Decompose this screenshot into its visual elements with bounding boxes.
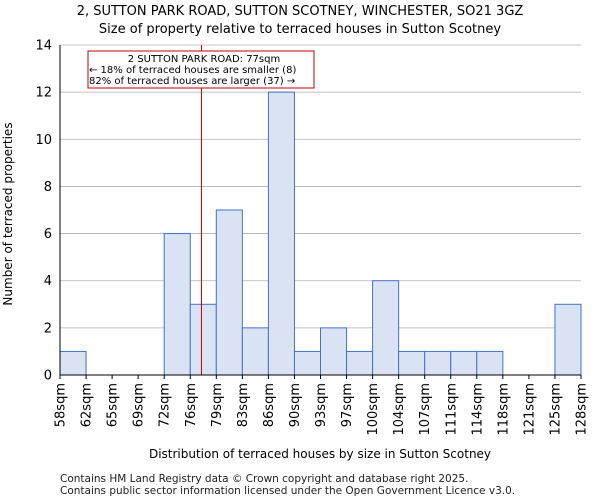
x-tick-label: 76sqm	[184, 383, 199, 427]
bar-86sqm	[267, 91, 295, 376]
x-tick-label: 86sqm	[262, 383, 277, 427]
annotation-title: 2 SUTTON PARK ROAD: 77sqm	[128, 54, 280, 65]
x-tick-label: 79sqm	[210, 383, 225, 427]
x-tick-label: 104sqm	[392, 383, 407, 436]
x-tick-label: 90sqm	[288, 383, 303, 427]
x-tick-label: 58sqm	[54, 383, 69, 427]
x-tick-label: 100sqm	[366, 383, 381, 436]
x-tick-label: 65sqm	[106, 383, 121, 427]
bar-107sqm	[424, 350, 452, 376]
chart-subtitle: Size of property relative to terraced ho…	[98, 22, 502, 37]
bar-58sqm	[59, 350, 87, 376]
x-tick-label: 114sqm	[470, 383, 485, 436]
bar-114sqm	[476, 350, 504, 376]
axes	[59, 45, 581, 376]
annotation-box: 2 SUTTON PARK ROAD: 77sqm← 18% of terrac…	[87, 50, 315, 89]
y-tick-label: 8	[44, 180, 52, 195]
bar-83sqm	[241, 327, 269, 376]
bar-93sqm	[320, 327, 348, 376]
bar-97sqm	[346, 350, 374, 376]
y-axis-label: Number of terraced properties	[1, 122, 15, 305]
y-tick-label: 10	[35, 133, 52, 148]
bar-104sqm	[398, 350, 426, 376]
x-tick-label: 72sqm	[158, 383, 173, 427]
bar-100sqm	[372, 280, 400, 376]
y-tick-label: 14	[35, 39, 52, 54]
bar-79sqm	[215, 209, 243, 376]
footer-licence: Contains public sector information licen…	[60, 485, 516, 497]
x-tick-label: 111sqm	[444, 383, 459, 436]
x-tick-label: 128sqm	[575, 383, 590, 436]
bar-72sqm	[163, 233, 191, 376]
x-tick-label: 121sqm	[522, 383, 537, 436]
x-tick-label: 107sqm	[418, 383, 433, 436]
annotation-box-border	[87, 50, 315, 89]
bar-90sqm	[293, 350, 322, 376]
y-tick-label: 12	[35, 86, 52, 101]
x-tick-label: 83sqm	[236, 383, 251, 427]
y-tick-label: 2	[44, 321, 52, 336]
annotation-smaller: ← 18% of terraced houses are smaller (8)	[89, 65, 296, 76]
bar-111sqm	[450, 350, 478, 376]
x-tick-labels: 58sqm 62sqm 65sqm 69sqm 72sqm 76sqm 79sqm 83sqm…	[54, 375, 590, 436]
x-tick-label: 93sqm	[314, 383, 329, 427]
y-tick-label: 0	[44, 369, 52, 384]
footer-copyright: Contains HM Land Registry data © Crown c…	[60, 473, 469, 485]
x-axis-label: Distribution of terraced houses by size …	[149, 447, 491, 461]
annotation-larger: 82% of terraced houses are larger (37) →	[89, 76, 295, 87]
x-tick-label: 125sqm	[548, 383, 563, 436]
gridlines	[60, 44, 581, 376]
chart-title: 2, SUTTON PARK ROAD, SUTTON SCOTNEY, WIN…	[76, 4, 524, 19]
bar-125sqm	[554, 303, 582, 376]
y-tick-label: 4	[44, 274, 52, 289]
y-tick-label: 6	[44, 227, 52, 242]
x-tick-label: 69sqm	[132, 383, 147, 427]
x-tick-label: 97sqm	[340, 383, 355, 427]
bar-76sqm	[189, 303, 217, 376]
y-tick-labels: 0 2 4 6 8 10 12 14	[35, 39, 52, 384]
x-tick-label: 62sqm	[80, 383, 95, 427]
x-tick-label: 118sqm	[496, 383, 511, 436]
